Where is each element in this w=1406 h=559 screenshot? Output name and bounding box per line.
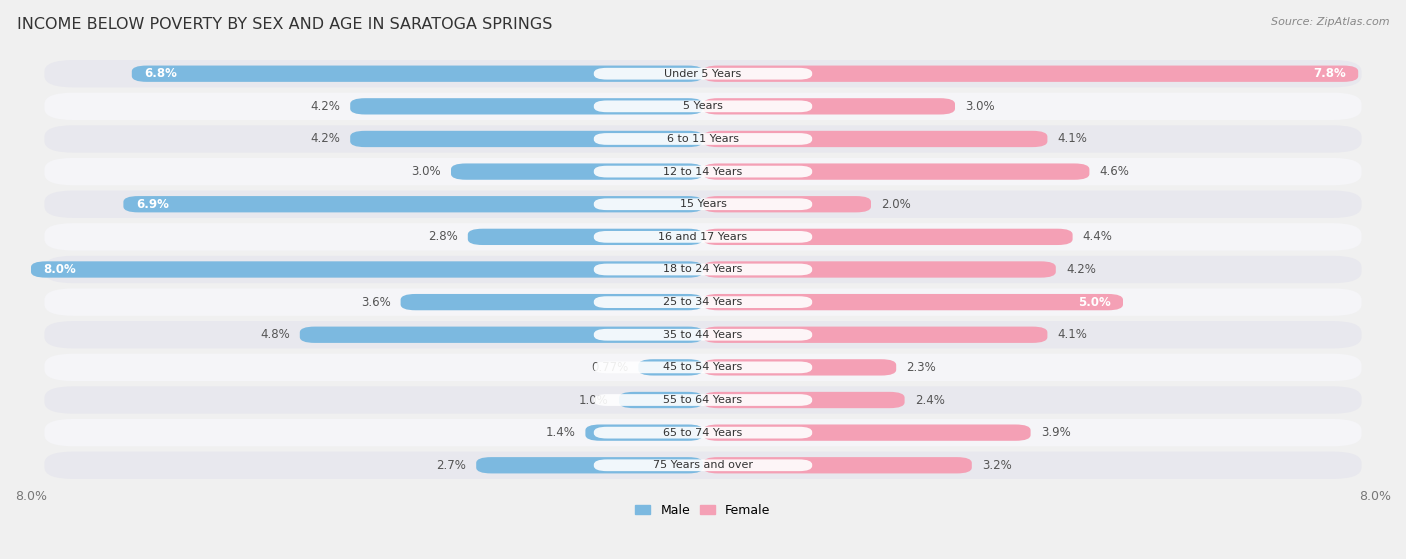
FancyBboxPatch shape [593, 133, 813, 145]
FancyBboxPatch shape [451, 163, 703, 180]
FancyBboxPatch shape [45, 419, 1361, 446]
FancyBboxPatch shape [593, 165, 813, 177]
FancyBboxPatch shape [45, 256, 1361, 283]
FancyBboxPatch shape [703, 65, 1358, 82]
FancyBboxPatch shape [703, 326, 1047, 343]
FancyBboxPatch shape [401, 294, 703, 310]
FancyBboxPatch shape [703, 163, 1090, 180]
FancyBboxPatch shape [593, 231, 813, 243]
FancyBboxPatch shape [45, 60, 1361, 87]
Text: 4.6%: 4.6% [1099, 165, 1129, 178]
Text: 4.2%: 4.2% [311, 132, 340, 145]
FancyBboxPatch shape [703, 229, 1073, 245]
Text: 8.0%: 8.0% [44, 263, 76, 276]
FancyBboxPatch shape [593, 459, 813, 471]
FancyBboxPatch shape [593, 101, 813, 112]
FancyBboxPatch shape [593, 264, 813, 276]
Text: Source: ZipAtlas.com: Source: ZipAtlas.com [1271, 17, 1389, 27]
FancyBboxPatch shape [585, 424, 703, 441]
FancyBboxPatch shape [350, 98, 703, 115]
FancyBboxPatch shape [593, 198, 813, 210]
FancyBboxPatch shape [593, 362, 813, 373]
Text: 0.77%: 0.77% [591, 361, 628, 374]
FancyBboxPatch shape [299, 326, 703, 343]
Text: 35 to 44 Years: 35 to 44 Years [664, 330, 742, 340]
FancyBboxPatch shape [132, 65, 703, 82]
Text: 3.9%: 3.9% [1040, 426, 1070, 439]
Text: 1.4%: 1.4% [546, 426, 575, 439]
FancyBboxPatch shape [703, 359, 896, 376]
Text: 7.8%: 7.8% [1313, 67, 1346, 80]
Text: 4.8%: 4.8% [260, 328, 290, 341]
FancyBboxPatch shape [593, 329, 813, 340]
Text: 4.1%: 4.1% [1057, 132, 1087, 145]
FancyBboxPatch shape [45, 354, 1361, 381]
FancyBboxPatch shape [703, 131, 1047, 147]
FancyBboxPatch shape [45, 321, 1361, 348]
Text: 6 to 11 Years: 6 to 11 Years [666, 134, 740, 144]
Text: 18 to 24 Years: 18 to 24 Years [664, 264, 742, 274]
Text: 3.6%: 3.6% [361, 296, 391, 309]
FancyBboxPatch shape [593, 296, 813, 308]
Text: 65 to 74 Years: 65 to 74 Years [664, 428, 742, 438]
FancyBboxPatch shape [703, 424, 1031, 441]
Text: 4.1%: 4.1% [1057, 328, 1087, 341]
FancyBboxPatch shape [45, 386, 1361, 414]
FancyBboxPatch shape [468, 229, 703, 245]
Text: 4.2%: 4.2% [311, 100, 340, 113]
Text: 4.2%: 4.2% [1066, 263, 1095, 276]
Text: 2.4%: 2.4% [915, 394, 945, 406]
FancyBboxPatch shape [45, 93, 1361, 120]
Text: 6.9%: 6.9% [136, 198, 169, 211]
FancyBboxPatch shape [45, 125, 1361, 153]
Text: 25 to 34 Years: 25 to 34 Years [664, 297, 742, 307]
Text: 15 Years: 15 Years [679, 199, 727, 209]
Text: 3.0%: 3.0% [412, 165, 441, 178]
FancyBboxPatch shape [593, 427, 813, 438]
Text: 2.3%: 2.3% [907, 361, 936, 374]
Text: Under 5 Years: Under 5 Years [665, 69, 741, 79]
Text: 16 and 17 Years: 16 and 17 Years [658, 232, 748, 242]
Legend: Male, Female: Male, Female [630, 499, 776, 522]
FancyBboxPatch shape [703, 457, 972, 473]
FancyBboxPatch shape [703, 392, 904, 408]
FancyBboxPatch shape [45, 158, 1361, 185]
Text: 5 Years: 5 Years [683, 101, 723, 111]
Text: 45 to 54 Years: 45 to 54 Years [664, 362, 742, 372]
Text: 2.8%: 2.8% [427, 230, 458, 243]
Text: 4.4%: 4.4% [1083, 230, 1112, 243]
Text: 6.8%: 6.8% [145, 67, 177, 80]
FancyBboxPatch shape [703, 196, 870, 212]
Text: 1.0%: 1.0% [579, 394, 609, 406]
FancyBboxPatch shape [45, 223, 1361, 250]
FancyBboxPatch shape [703, 98, 955, 115]
FancyBboxPatch shape [593, 394, 813, 406]
FancyBboxPatch shape [619, 392, 703, 408]
Text: INCOME BELOW POVERTY BY SEX AND AGE IN SARATOGA SPRINGS: INCOME BELOW POVERTY BY SEX AND AGE IN S… [17, 17, 553, 32]
Text: 55 to 64 Years: 55 to 64 Years [664, 395, 742, 405]
Text: 2.7%: 2.7% [436, 459, 467, 472]
Text: 3.2%: 3.2% [981, 459, 1012, 472]
Text: 3.0%: 3.0% [965, 100, 994, 113]
FancyBboxPatch shape [703, 261, 1056, 278]
FancyBboxPatch shape [350, 131, 703, 147]
Text: 75 Years and over: 75 Years and over [652, 460, 754, 470]
FancyBboxPatch shape [45, 191, 1361, 218]
FancyBboxPatch shape [45, 288, 1361, 316]
FancyBboxPatch shape [31, 261, 703, 278]
FancyBboxPatch shape [477, 457, 703, 473]
FancyBboxPatch shape [593, 68, 813, 79]
Text: 12 to 14 Years: 12 to 14 Years [664, 167, 742, 177]
FancyBboxPatch shape [703, 294, 1123, 310]
FancyBboxPatch shape [124, 196, 703, 212]
Text: 2.0%: 2.0% [882, 198, 911, 211]
Text: 5.0%: 5.0% [1077, 296, 1111, 309]
FancyBboxPatch shape [638, 359, 703, 376]
FancyBboxPatch shape [45, 452, 1361, 479]
